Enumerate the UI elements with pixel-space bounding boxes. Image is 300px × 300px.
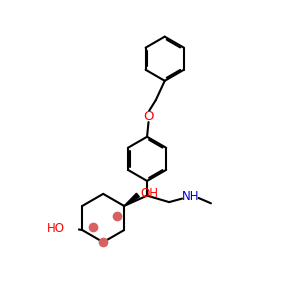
Text: HO: HO (46, 222, 64, 235)
Text: NH: NH (182, 190, 199, 203)
Text: OH: OH (141, 187, 159, 200)
Polygon shape (124, 193, 140, 206)
Text: O: O (143, 110, 154, 123)
